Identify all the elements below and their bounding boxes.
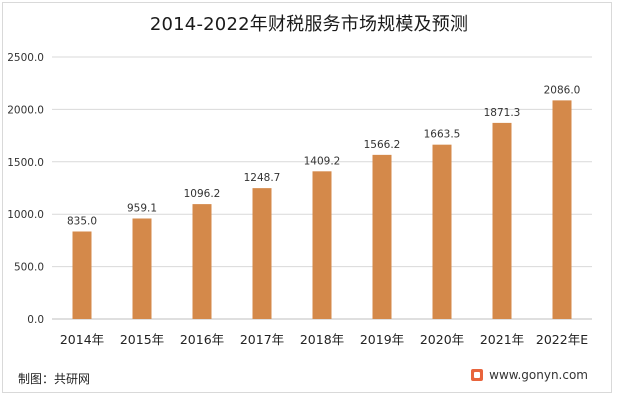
- x-tick-label: 2014年: [60, 332, 104, 347]
- data-label: 1663.5: [424, 129, 461, 141]
- source-label: 制图：共研网: [18, 372, 91, 386]
- x-tick-label: 2021年: [480, 332, 524, 347]
- website-label: www.gonyn.com: [489, 368, 588, 382]
- bar: [312, 171, 332, 319]
- x-tick-label: 2020年: [420, 332, 464, 347]
- y-tick-label: 0.0: [27, 314, 44, 326]
- x-tick-label: 2019年: [360, 332, 404, 347]
- y-tick-label: 500.0: [14, 262, 44, 274]
- y-tick-label: 1000.0: [7, 209, 44, 221]
- bar: [372, 154, 392, 319]
- data-label: 835.0: [67, 215, 97, 227]
- bar: [492, 122, 512, 319]
- x-tick-label: 2016年: [180, 332, 224, 347]
- y-tick-label: 1500.0: [7, 157, 44, 169]
- website-credit: www.gonyn.com: [471, 368, 588, 382]
- data-label: 2086.0: [544, 84, 581, 96]
- y-tick-label: 2500.0: [7, 52, 44, 64]
- bar: [132, 218, 152, 319]
- bar: [432, 144, 452, 319]
- bar: [72, 231, 92, 319]
- data-label: 1248.7: [244, 172, 281, 184]
- data-label: 1566.2: [364, 139, 401, 151]
- chart-title: 2014-2022年财税服务市场规模及预测: [149, 14, 469, 35]
- gonyn-logo-icon: [471, 369, 484, 381]
- y-tick-label: 2000.0: [7, 104, 44, 116]
- data-label: 959.1: [127, 202, 157, 214]
- x-tick-label: 2022年E: [536, 332, 588, 347]
- data-label: 1409.2: [304, 155, 341, 167]
- data-label: 1096.2: [184, 188, 221, 200]
- x-tick-label: 2015年: [120, 332, 164, 347]
- data-label: 1871.3: [484, 107, 521, 119]
- bar: [192, 204, 212, 319]
- bar: [252, 188, 272, 319]
- x-tick-label: 2018年: [300, 332, 344, 347]
- bar: [552, 100, 572, 319]
- x-tick-label: 2017年: [240, 332, 284, 347]
